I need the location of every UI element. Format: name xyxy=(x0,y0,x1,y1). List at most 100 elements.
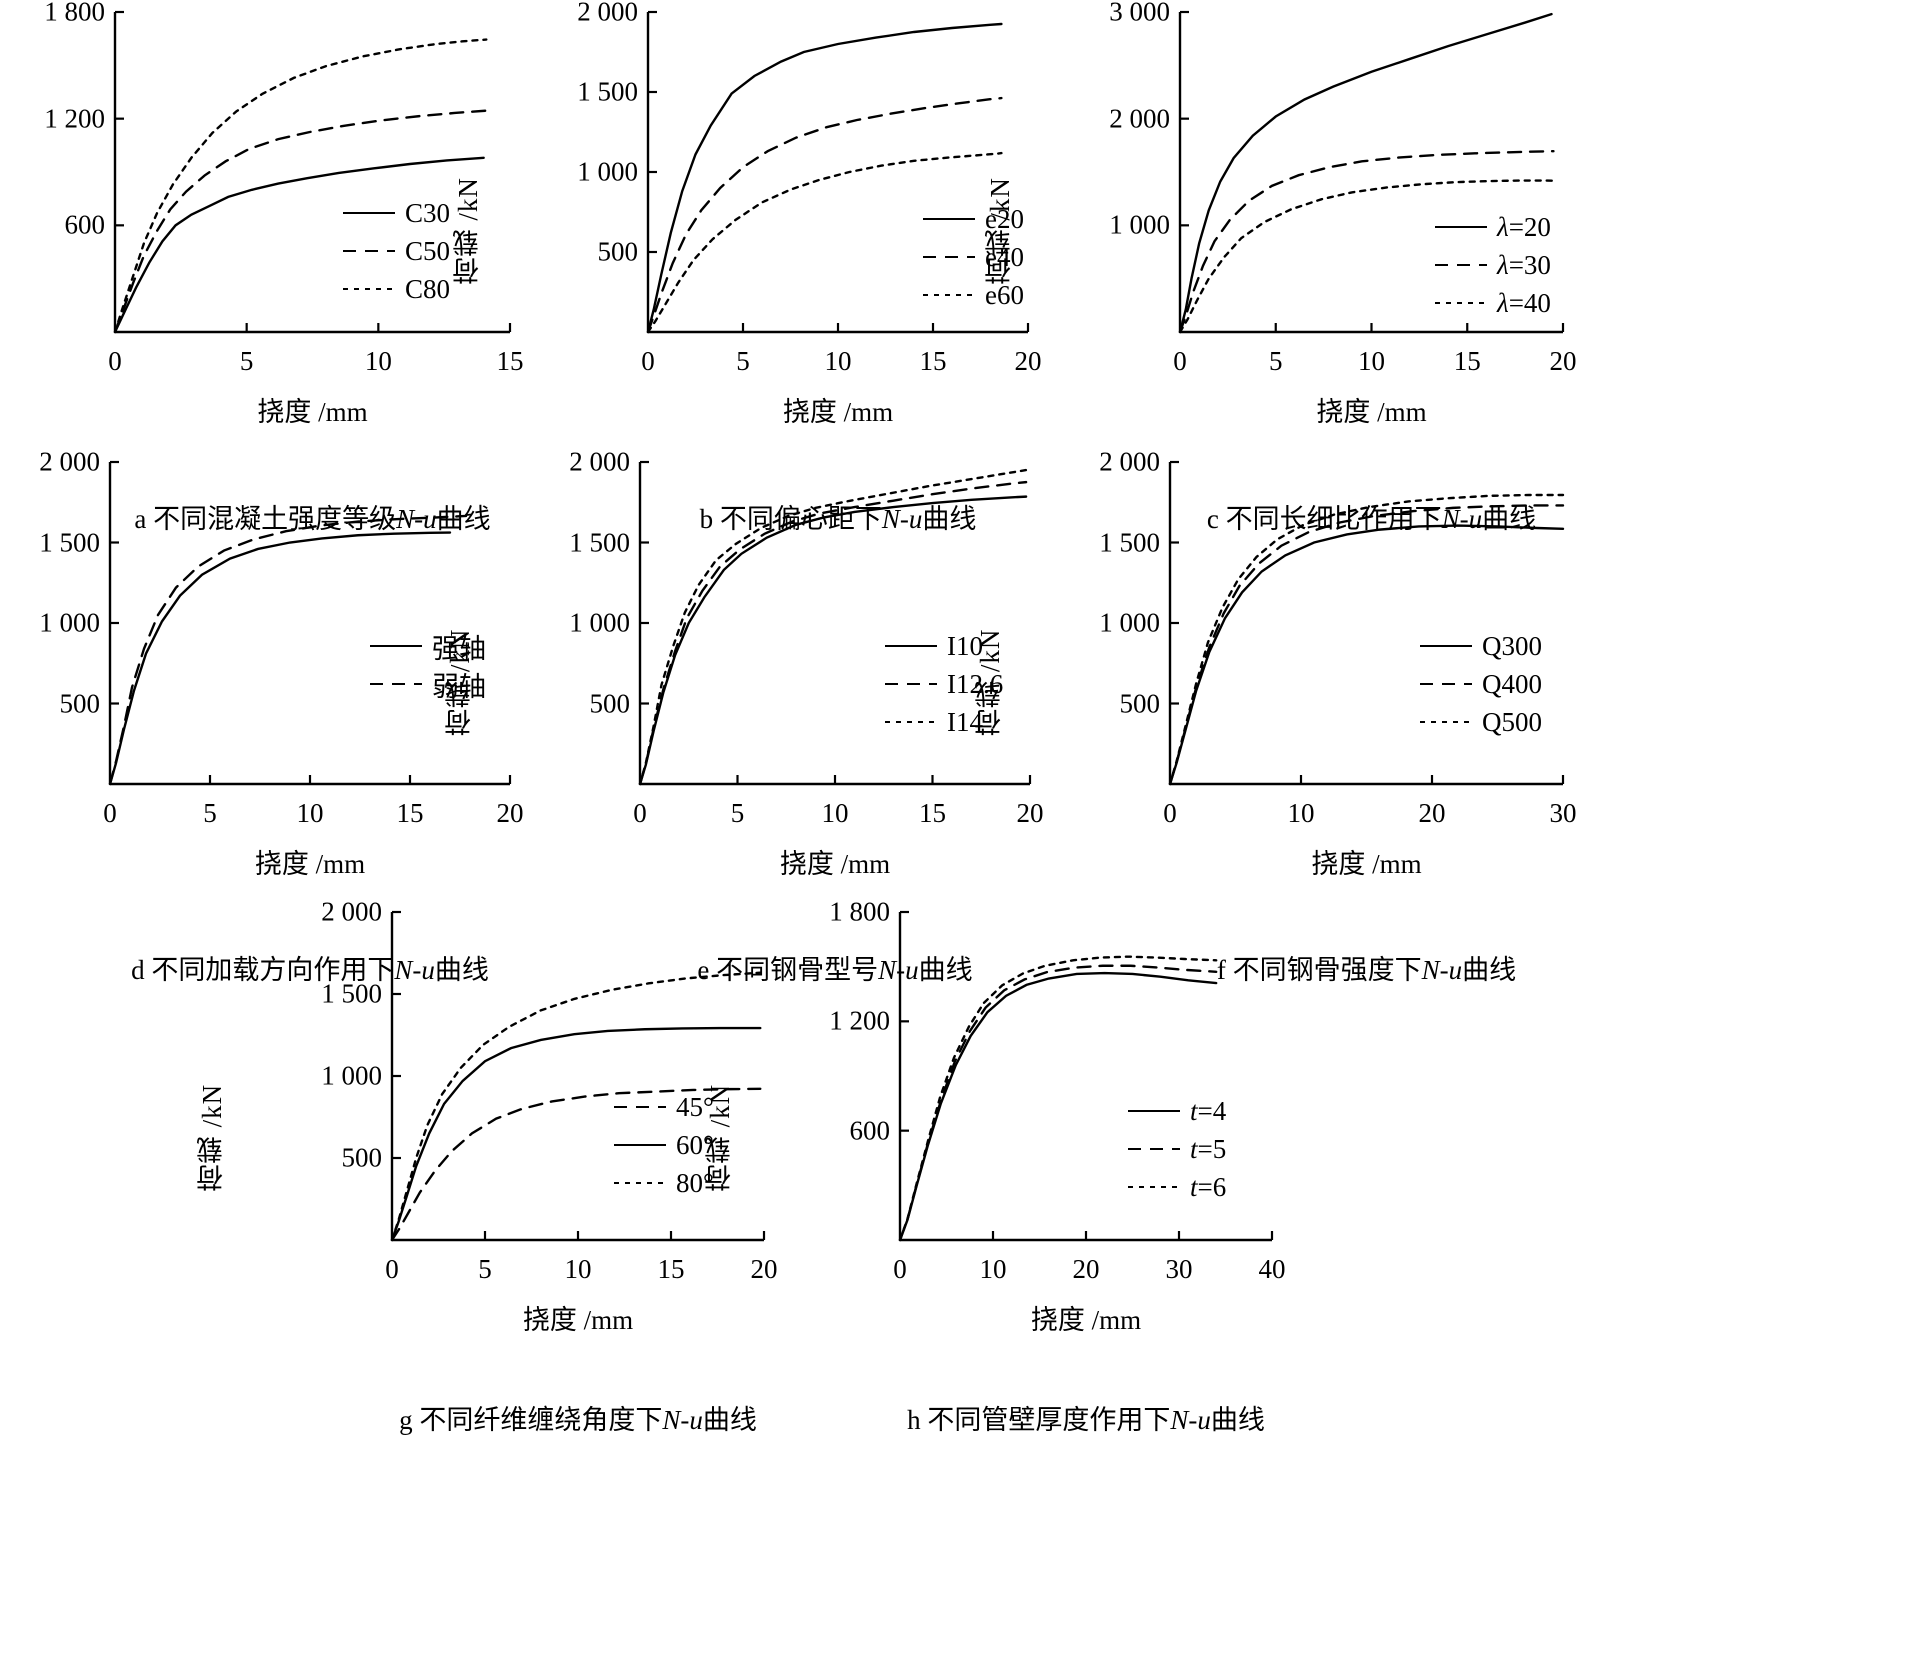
legend-key-solid xyxy=(885,644,937,648)
subplot-caption-g: g 不同纤维缠绕角度下N-u曲线 xyxy=(399,1405,757,1435)
legend-key-dashed xyxy=(885,682,937,686)
x-tick-label: 40 xyxy=(1258,1254,1286,1284)
legend-label: C30 xyxy=(405,197,451,228)
series-line xyxy=(898,971,1218,1242)
x-tick-label: 0 xyxy=(893,1254,907,1284)
series-line xyxy=(113,109,488,334)
x-tick-label: 10 xyxy=(564,1254,592,1284)
y-tick-label: 2 000 xyxy=(577,0,638,27)
x-tick-label: 5 xyxy=(730,798,745,828)
series-line xyxy=(638,495,1028,786)
y-tick-label: 3 000 xyxy=(1109,0,1170,27)
legend-item: I12.6 xyxy=(885,665,1003,703)
legend-key-dashed xyxy=(614,1105,666,1109)
y-tick-label: 1 000 xyxy=(1109,209,1170,240)
legend-label: λ=20 xyxy=(1497,211,1551,242)
x-tick-label: 10 xyxy=(296,798,324,828)
x-tick-label: 0 xyxy=(103,798,117,828)
x-tick-label: 5 xyxy=(239,346,254,376)
x-tick-label: 10 xyxy=(824,346,852,376)
legend-key-solid xyxy=(1420,644,1472,648)
subplot-caption-f: f 不同钢骨强度下N-u曲线 xyxy=(1216,955,1517,985)
series-line xyxy=(898,955,1218,1242)
legend-key-dotted xyxy=(885,720,937,724)
legend-f: Q300 Q400 Q500 xyxy=(1420,627,1542,741)
legend-label: 强轴 xyxy=(432,633,486,664)
x-axis-label: 挠度 /mm xyxy=(782,397,894,427)
x-tick-label: 20 xyxy=(496,798,524,828)
x-tick-label: 15 xyxy=(657,1254,685,1284)
plot-area-a xyxy=(113,10,512,334)
legend-label: e40 xyxy=(985,241,1024,272)
legend-label: t=4 xyxy=(1190,1095,1227,1126)
y-tick-label: 500 xyxy=(597,236,639,267)
y-tick-label: 600 xyxy=(64,209,106,240)
y-tick-label: 600 xyxy=(849,1115,891,1146)
x-tick-label: 20 xyxy=(1014,346,1042,376)
legend-key-solid xyxy=(614,1143,666,1147)
y-tick-label: 1 000 xyxy=(1099,607,1160,638)
legend-d: 强轴 弱轴 xyxy=(370,627,486,703)
y-tick-label: 2 000 xyxy=(39,446,100,477)
legend-item: λ=30 xyxy=(1435,246,1551,284)
series-line xyxy=(1168,504,1565,786)
series-line xyxy=(113,38,488,334)
y-axis-label: 荷载 /kN xyxy=(445,628,475,736)
y-axis-label: 荷载 /kN xyxy=(985,176,1015,284)
legend-label: 45° xyxy=(676,1091,714,1122)
legend-item: λ=20 xyxy=(1435,208,1551,246)
legend-b: e20 e40 e60 xyxy=(923,200,1024,314)
subplot-caption-e: e 不同钢骨型号N-u曲线 xyxy=(697,955,973,985)
x-tick-label: 0 xyxy=(1163,798,1177,828)
legend-key-solid xyxy=(1128,1109,1180,1113)
x-axis-label: 挠度 /mm xyxy=(1316,397,1427,427)
y-tick-label: 2 000 xyxy=(1099,446,1160,477)
x-tick-label: 10 xyxy=(1287,798,1315,828)
legend-item: I10 xyxy=(885,627,1003,665)
y-tick-label: 1 000 xyxy=(577,156,638,187)
plot-area-e xyxy=(638,460,1032,786)
legend-item: t=6 xyxy=(1128,1168,1226,1206)
legend-item: e20 xyxy=(923,200,1024,238)
legend-c: λ=20 λ=30 λ=40 xyxy=(1435,208,1551,322)
legend-key-dotted xyxy=(343,287,395,291)
legend-key-dashed xyxy=(370,682,422,686)
series-line xyxy=(646,96,1003,334)
y-tick-label: 1 000 xyxy=(321,1060,382,1091)
legend-label: e20 xyxy=(985,203,1024,234)
series-line xyxy=(390,1026,762,1242)
legend-a: C30 C50 C80 xyxy=(343,194,450,308)
y-tick-label: 500 xyxy=(59,688,101,718)
subplot-caption-d: d 不同加载方向作用下N-u曲线 xyxy=(131,955,489,985)
legend-key-dotted xyxy=(1420,720,1472,724)
x-tick-label: 20 xyxy=(1549,346,1577,376)
x-axis-label: 挠度 /mm xyxy=(779,849,891,879)
legend-item: t=4 xyxy=(1128,1092,1226,1130)
series-line xyxy=(390,1087,762,1242)
y-tick-label: 1 500 xyxy=(321,978,382,1009)
y-axis-label: 荷载 /kN xyxy=(705,1083,735,1191)
legend-item: e60 xyxy=(923,276,1024,314)
y-tick-label: 500 xyxy=(341,1142,383,1173)
legend-label: C80 xyxy=(405,273,451,304)
legend-e: I10 I12.6 I14 xyxy=(885,627,1003,741)
legend-label: 80° xyxy=(676,1167,714,1198)
x-axis-label: 挠度 /mm xyxy=(254,849,366,879)
legend-item: t=5 xyxy=(1128,1130,1226,1168)
x-tick-label: 30 xyxy=(1549,798,1577,828)
legend-label: λ=40 xyxy=(1497,287,1551,318)
y-tick-label: 1 500 xyxy=(1099,527,1160,557)
y-tick-label: 500 xyxy=(589,688,631,718)
subplot-caption-a: a 不同混凝土强度等级N-u曲线 xyxy=(134,504,491,534)
series-line xyxy=(646,22,1003,334)
y-tick-label: 2 000 xyxy=(321,896,382,927)
legend-label: t=6 xyxy=(1190,1171,1227,1202)
series-line xyxy=(1168,524,1565,786)
x-tick-label: 15 xyxy=(919,798,946,828)
plot-area-d xyxy=(108,460,512,786)
subplot-caption-h: h 不同管壁厚度作用下N-u曲线 xyxy=(907,1405,1265,1435)
legend-item: I14 xyxy=(885,703,1003,741)
